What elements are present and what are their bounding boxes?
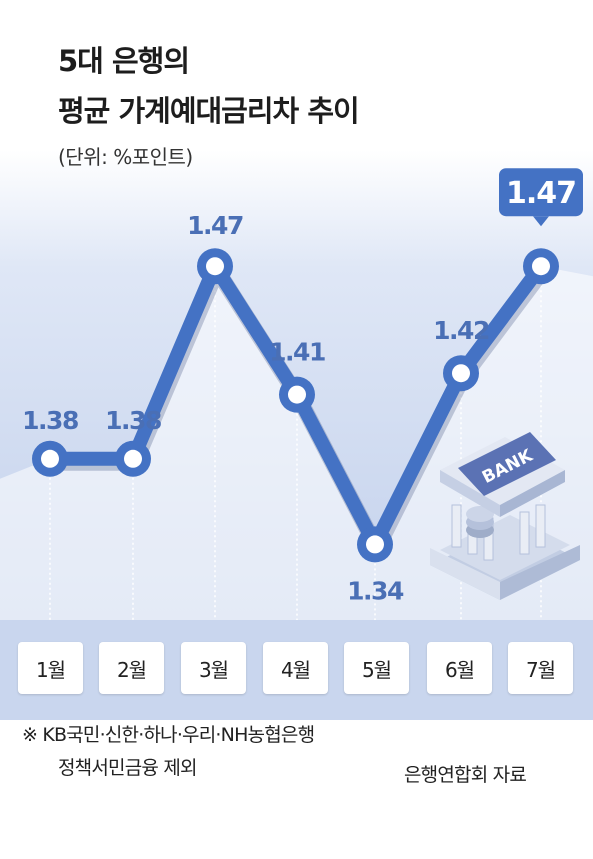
value-label-5: 1.34 (347, 576, 404, 605)
x-tick-label-4: 4월 (263, 642, 328, 694)
area-shade (0, 266, 593, 620)
data-series: 1.38 1.38 1.47 1.41 1.34 1.42 1.47 (22, 168, 583, 605)
x-tick-label-7: 7월 (508, 642, 573, 694)
mountain-shading (0, 266, 593, 620)
value-label-7: 1.47 (506, 176, 576, 211)
guide-lines (49, 280, 542, 620)
value-label-4: 1.41 (269, 338, 325, 367)
data-point-inner-5 (366, 535, 384, 554)
x-tick-label-1: 1월 (18, 642, 83, 694)
x-tick-label-6: 6월 (427, 642, 492, 694)
data-point-inner-2 (124, 449, 142, 468)
callout-pointer (533, 216, 549, 227)
footnote-line2: 정책서민금융 제외 (58, 757, 197, 779)
bank-building-icon: BANK (430, 432, 580, 600)
data-point-inner-3 (206, 257, 224, 276)
unit-label: (단위: %포인트) (58, 145, 193, 169)
value-label-3: 1.47 (187, 211, 243, 240)
data-point-inner-1 (41, 449, 59, 468)
data-point-inner-4 (288, 385, 306, 404)
chart-title-line2: 평균 가계예대금리차 추이 (58, 94, 360, 128)
x-tick-label-2: 2월 (99, 642, 164, 694)
value-label-1: 1.38 (22, 406, 78, 435)
value-label-6: 1.42 (433, 316, 489, 345)
chart-title-line1: 5대 은행의 (58, 44, 190, 78)
source-label: 은행연합회 자료 (404, 764, 527, 786)
data-point-inner-7 (532, 257, 550, 276)
x-tick-label-5: 5월 (344, 642, 409, 694)
footnote-line1: ※ KB국민·신한·하나·우리·NH농협은행 (22, 724, 315, 746)
x-tick-label-3: 3월 (181, 642, 246, 694)
data-point-inner-6 (452, 364, 470, 383)
highlight-callout (499, 168, 583, 217)
value-label-2: 1.38 (105, 406, 161, 435)
